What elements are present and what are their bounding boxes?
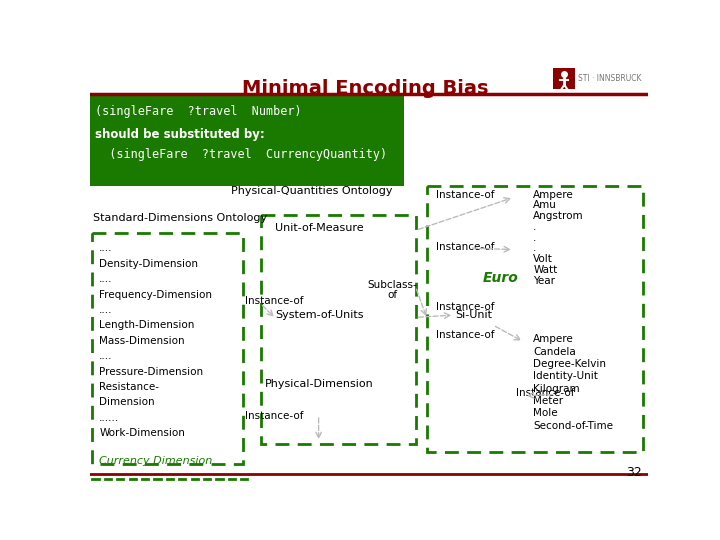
Text: ....: .... — [99, 244, 113, 253]
Text: Minimal Encoding Bias: Minimal Encoding Bias — [242, 79, 488, 98]
Text: Instance-of: Instance-of — [436, 242, 495, 252]
Text: ....: .... — [99, 274, 113, 284]
Text: 32: 32 — [626, 466, 642, 479]
Text: (singleFare  ?travel  Number): (singleFare ?travel Number) — [96, 105, 302, 118]
Text: Instance-of: Instance-of — [436, 190, 495, 200]
Text: .: . — [534, 244, 536, 253]
Text: Ampere: Ampere — [534, 190, 574, 200]
Bar — [90, 95, 404, 186]
Text: STI · INNSBRUCK: STI · INNSBRUCK — [578, 74, 642, 83]
Text: Instance-of: Instance-of — [436, 302, 495, 312]
Text: Volt: Volt — [534, 254, 553, 264]
Text: ....: .... — [99, 351, 113, 361]
Text: Candela: Candela — [534, 347, 576, 356]
Text: Work-Dimension: Work-Dimension — [99, 428, 185, 438]
Text: Meter: Meter — [534, 396, 564, 406]
Text: ......: ...... — [99, 413, 120, 423]
Text: Identity-Unit: Identity-Unit — [534, 372, 598, 381]
Text: Dimension: Dimension — [99, 397, 155, 408]
Text: Euro: Euro — [483, 271, 518, 285]
Text: Kilogram: Kilogram — [534, 383, 580, 394]
Text: of: of — [387, 291, 397, 300]
Text: ....: .... — [99, 305, 113, 315]
Bar — [427, 186, 642, 452]
Text: Instance-of: Instance-of — [436, 330, 495, 340]
Text: Mole: Mole — [534, 408, 558, 418]
Text: Instance-of: Instance-of — [245, 296, 304, 306]
Text: .: . — [534, 233, 536, 242]
Text: Standard-Dimensions Ontology: Standard-Dimensions Ontology — [93, 213, 267, 224]
Text: Ampere: Ampere — [534, 334, 574, 345]
Text: Physical-Dimension: Physical-Dimension — [265, 379, 374, 389]
Text: Instance-of: Instance-of — [245, 411, 304, 421]
Bar — [554, 68, 575, 90]
Text: Pressure-Dimension: Pressure-Dimension — [99, 367, 204, 376]
Text: Second-of-Time: Second-of-Time — [534, 421, 613, 430]
Text: Year: Year — [534, 276, 555, 286]
Text: (singleFare  ?travel  CurrencyQuantity): (singleFare ?travel CurrencyQuantity) — [96, 148, 387, 161]
Text: Instance-of: Instance-of — [516, 388, 575, 398]
Bar — [261, 215, 415, 444]
Bar — [92, 233, 243, 464]
Text: System-of-Units: System-of-Units — [275, 309, 364, 320]
Text: Resistance-: Resistance- — [99, 382, 159, 392]
Text: Subclass-: Subclass- — [367, 280, 417, 291]
Text: should be substituted by:: should be substituted by: — [96, 128, 265, 141]
Text: Length-Dimension: Length-Dimension — [99, 320, 194, 330]
Text: Degree-Kelvin: Degree-Kelvin — [534, 359, 606, 369]
Text: Watt: Watt — [534, 265, 557, 275]
Text: Frequency-Dimension: Frequency-Dimension — [99, 289, 212, 300]
Text: Currency Dimension: Currency Dimension — [99, 456, 212, 466]
Text: Density-Dimension: Density-Dimension — [99, 259, 198, 269]
Text: Si-Unit: Si-Unit — [455, 309, 492, 320]
Text: Angstrom: Angstrom — [534, 211, 584, 221]
Text: Mass-Dimension: Mass-Dimension — [99, 336, 185, 346]
Text: Amu: Amu — [534, 200, 557, 210]
Text: Physical-Quantities Ontology: Physical-Quantities Ontology — [230, 186, 392, 197]
Text: .: . — [534, 222, 536, 232]
Text: Unit-of-Measure: Unit-of-Measure — [275, 224, 364, 233]
